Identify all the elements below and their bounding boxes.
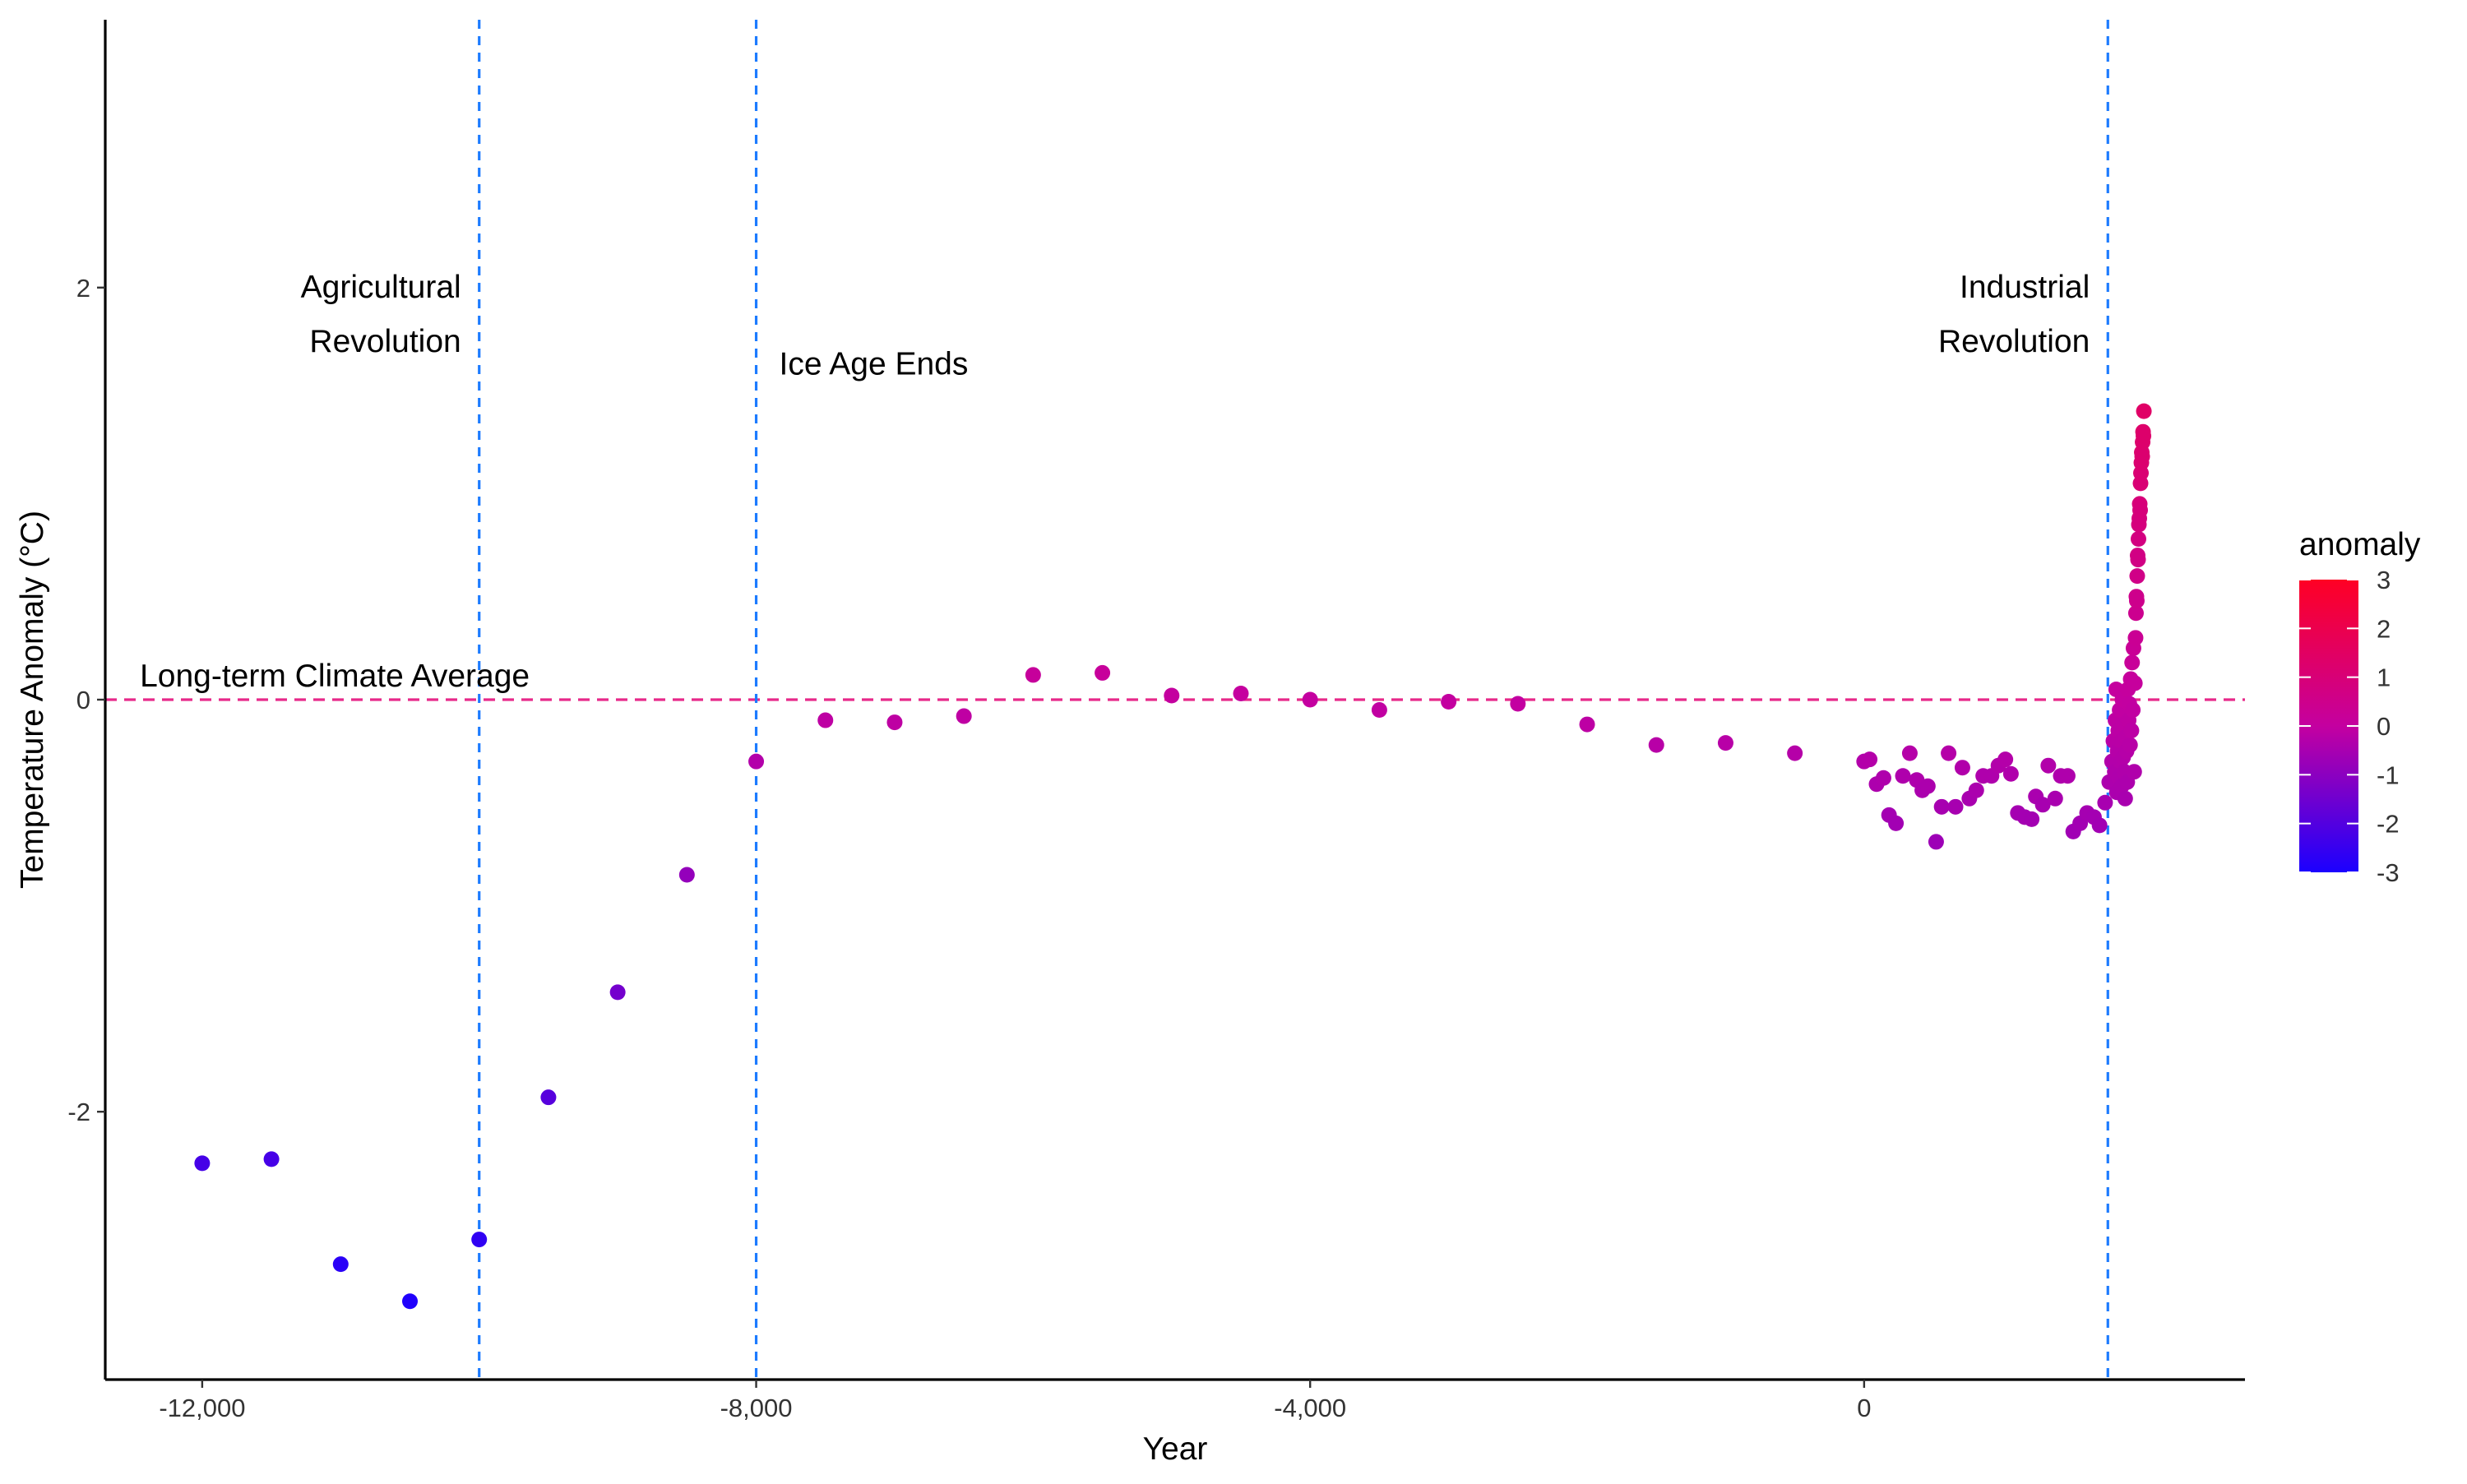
data-point bbox=[1862, 751, 1878, 768]
data-point bbox=[2136, 403, 2152, 419]
legend-tick-label: -3 bbox=[2377, 858, 2400, 887]
data-point bbox=[402, 1293, 419, 1310]
data-point bbox=[1510, 696, 1526, 712]
data-point bbox=[2126, 764, 2142, 780]
data-point bbox=[886, 714, 903, 731]
legend-tick-label: 0 bbox=[2377, 712, 2391, 741]
data-point bbox=[678, 867, 695, 883]
x-tick-label: -12,000 bbox=[159, 1394, 245, 1422]
data-point bbox=[1997, 751, 2014, 768]
data-point bbox=[2130, 552, 2146, 568]
data-point bbox=[1895, 768, 1911, 784]
data-point bbox=[2132, 502, 2149, 518]
legend-tick-label: 2 bbox=[2377, 614, 2391, 643]
data-point bbox=[2123, 723, 2140, 739]
data-point bbox=[1901, 745, 1918, 761]
data-point bbox=[2122, 737, 2138, 753]
x-tick-label: 0 bbox=[1857, 1394, 1871, 1422]
data-point bbox=[2091, 817, 2108, 834]
data-point bbox=[1371, 702, 1387, 719]
data-points bbox=[194, 403, 2152, 1310]
legend-tick-label: 3 bbox=[2377, 566, 2391, 594]
data-point bbox=[1441, 694, 1457, 710]
data-point bbox=[817, 712, 834, 728]
data-point bbox=[1933, 798, 1950, 815]
data-point bbox=[2024, 811, 2040, 827]
legend-tick-label: 1 bbox=[2377, 663, 2391, 692]
data-point bbox=[1648, 737, 1664, 753]
data-point bbox=[1025, 667, 1041, 683]
data-point bbox=[540, 1089, 557, 1106]
data-point bbox=[471, 1232, 488, 1248]
data-point bbox=[332, 1256, 349, 1273]
y-tick-label: 0 bbox=[76, 686, 90, 714]
color-legend: anomaly 3 2 1 0 -1 -2 -3 bbox=[2299, 527, 2421, 887]
data-point bbox=[1968, 782, 1984, 798]
data-point bbox=[2097, 794, 2113, 811]
data-point bbox=[1302, 691, 1318, 708]
chart-text: Year Temperature Anomaly (°C) Long-term … bbox=[15, 270, 2090, 1467]
data-point bbox=[194, 1155, 211, 1172]
data-point bbox=[748, 753, 765, 770]
x-tick-label: -8,000 bbox=[720, 1394, 793, 1422]
y-tick-label: -2 bbox=[67, 1098, 90, 1126]
data-point bbox=[2124, 654, 2141, 671]
data-point bbox=[2059, 768, 2076, 784]
data-point bbox=[2129, 568, 2145, 585]
event-label: Agricultural bbox=[301, 270, 461, 305]
event-label: Revolution bbox=[309, 324, 461, 359]
data-point bbox=[1941, 745, 1957, 761]
legend-tick-label: -1 bbox=[2377, 760, 2400, 789]
data-point bbox=[2134, 448, 2150, 465]
data-point bbox=[2130, 531, 2146, 548]
data-point bbox=[2034, 797, 2051, 813]
data-point bbox=[2002, 765, 2019, 782]
data-point bbox=[2136, 428, 2152, 444]
data-point bbox=[2127, 630, 2144, 646]
data-point bbox=[1164, 687, 1180, 704]
data-point bbox=[956, 708, 972, 724]
data-point bbox=[2127, 605, 2144, 622]
x-tick-label: -4,000 bbox=[1274, 1394, 1346, 1422]
data-point bbox=[1928, 834, 1944, 850]
legend-title: anomaly bbox=[2299, 527, 2421, 562]
event-label: Revolution bbox=[1938, 324, 2090, 359]
climate-average-label: Long-term Climate Average bbox=[140, 659, 530, 694]
data-point bbox=[2128, 593, 2145, 609]
data-point bbox=[1875, 770, 1891, 786]
event-label: Industrial bbox=[1960, 270, 2090, 305]
data-point bbox=[1888, 815, 1905, 831]
data-point bbox=[2117, 790, 2133, 807]
x-axis-title: Year bbox=[1143, 1431, 1208, 1467]
axes: -12,000 -8,000 -4,000 0 -2 0 2 bbox=[67, 20, 2245, 1422]
data-point bbox=[2127, 675, 2143, 691]
data-point bbox=[1947, 798, 1964, 815]
data-point bbox=[1579, 716, 1595, 733]
data-point bbox=[2125, 702, 2141, 719]
data-point bbox=[1919, 778, 1936, 794]
y-axis-title: Temperature Anomaly (°C) bbox=[15, 511, 50, 889]
data-point bbox=[1787, 745, 1803, 761]
data-point bbox=[263, 1151, 280, 1167]
data-point bbox=[2040, 757, 2057, 774]
data-point bbox=[609, 984, 626, 1001]
data-point bbox=[1095, 664, 1111, 681]
data-point bbox=[2047, 790, 2063, 807]
data-point bbox=[1233, 685, 1249, 701]
data-point bbox=[1717, 735, 1733, 751]
legend-tick-label: -2 bbox=[2377, 810, 2400, 839]
data-point bbox=[1954, 760, 1970, 776]
y-tick-label: 2 bbox=[76, 274, 90, 303]
event-label: Ice Age Ends bbox=[780, 347, 969, 382]
